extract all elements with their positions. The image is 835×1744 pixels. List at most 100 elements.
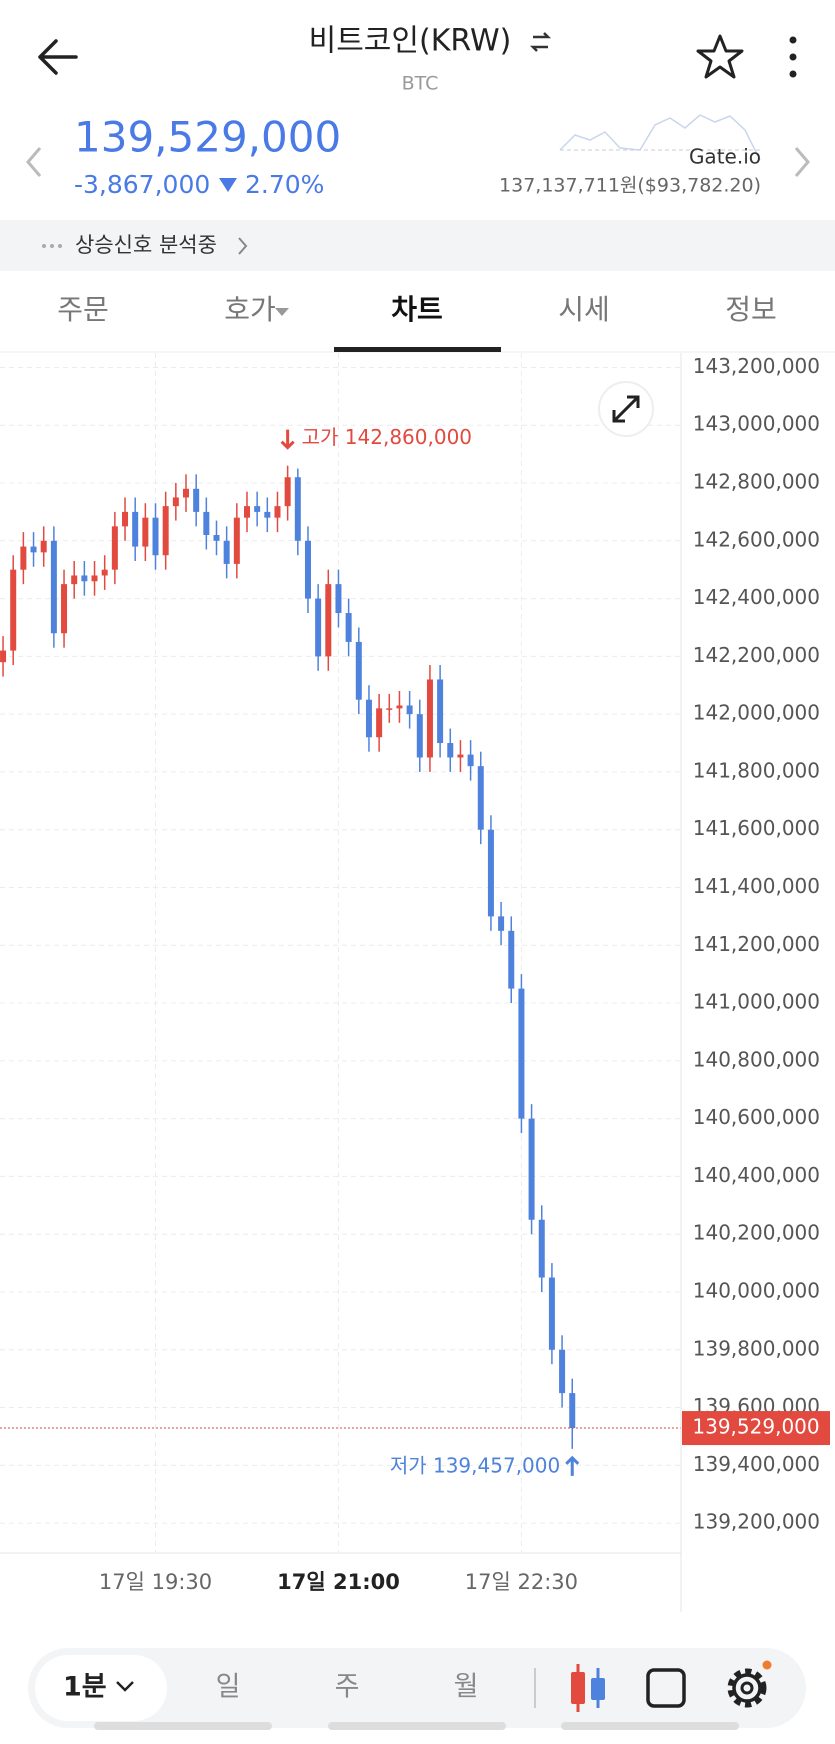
- candle-body: [304, 540, 311, 599]
- candle-body: [335, 584, 342, 614]
- candle-body: [233, 517, 240, 564]
- candle-body: [467, 754, 474, 767]
- dots-icon: [42, 244, 62, 248]
- candle-body: [386, 708, 393, 710]
- candle-body: [487, 829, 494, 917]
- candle-body: [254, 506, 261, 512]
- change: -3,867,000: [74, 170, 210, 199]
- y-tick-label: 142,800,000: [693, 470, 820, 494]
- y-tick-label: 141,800,000: [693, 758, 820, 782]
- candle-body: [457, 754, 464, 758]
- candle-body: [315, 598, 322, 657]
- candle-body: [162, 506, 169, 556]
- y-tick-label: 140,400,000: [693, 1163, 820, 1187]
- candle-body: [101, 569, 108, 576]
- interval-pill[interactable]: [35, 1655, 167, 1721]
- sparkline: [559, 114, 761, 161]
- candle-body: [355, 641, 362, 700]
- candle-body: [508, 930, 515, 989]
- candle-body: [406, 705, 413, 715]
- chart: 139,200,000139,400,000139,600,000139,800…: [0, 353, 830, 1594]
- candle-body: [518, 988, 525, 1119]
- candle-body: [325, 584, 332, 657]
- candle-body: [345, 613, 352, 642]
- next-arrow[interactable]: [794, 147, 810, 177]
- down-icon: [219, 178, 237, 192]
- price: 139,529,000: [74, 113, 341, 162]
- title: 비트코인(KRW): [309, 24, 512, 59]
- candle-body: [183, 488, 190, 498]
- tab-underline: [334, 347, 501, 352]
- tab[interactable]: 정보: [725, 293, 777, 326]
- swap-icon[interactable]: [529, 32, 552, 52]
- low-arrow: [565, 1455, 580, 1476]
- candle-body: [203, 511, 210, 536]
- candle-body: [40, 540, 47, 553]
- candle-body: [111, 526, 118, 570]
- candle-body: [437, 679, 444, 744]
- y-tick-label: 142,400,000: [693, 585, 820, 609]
- y-tick-label: 140,600,000: [693, 1105, 820, 1129]
- candle-body: [294, 477, 301, 541]
- candle-body: [193, 488, 200, 512]
- y-tick-label: 139,400,000: [693, 1452, 820, 1476]
- subtitle: BTC: [402, 73, 439, 95]
- low-annotation: 저가 139,457,000: [390, 1453, 560, 1477]
- x-tick-label: 17일 21:00: [277, 1570, 400, 1594]
- candle-body: [0, 650, 7, 663]
- prev-arrow[interactable]: [26, 147, 42, 177]
- high-arrow: [280, 429, 295, 450]
- candle-body: [91, 575, 98, 582]
- y-tick-label: 141,600,000: [693, 816, 820, 840]
- y-tick-label: 142,200,000: [693, 643, 820, 667]
- y-tick-label: 143,200,000: [693, 354, 820, 378]
- candle-body: [274, 506, 281, 518]
- interval-chevron: [116, 1681, 134, 1692]
- tab[interactable]: 시세: [558, 293, 610, 326]
- candle-body: [284, 477, 291, 507]
- x-tick-label: 17일 19:30: [99, 1570, 212, 1594]
- signal-chevron: [238, 237, 248, 255]
- home-indicator: [94, 1722, 739, 1730]
- candle-body: [71, 575, 78, 585]
- candle-body: [569, 1393, 576, 1429]
- drawing-icon[interactable]: [646, 1668, 686, 1708]
- y-tick-label: 141,200,000: [693, 932, 820, 956]
- y-tick-label: 142,000,000: [693, 701, 820, 725]
- interval[interactable]: 1분: [63, 1672, 107, 1703]
- candle-body: [30, 546, 37, 553]
- change-rate: 2.70%: [245, 170, 324, 199]
- tabs: 주문 호가 차트 시세 정보: [57, 293, 777, 326]
- candle-body: [142, 517, 149, 547]
- period[interactable]: 일: [216, 1672, 241, 1703]
- y-tick-label: 139,200,000: [693, 1510, 820, 1534]
- back-button[interactable]: [38, 39, 78, 75]
- period[interactable]: 주: [335, 1672, 360, 1703]
- last-price-tag: [682, 1411, 830, 1446]
- candle-body: [213, 535, 220, 541]
- candle-body: [81, 575, 88, 582]
- candle-body: [426, 679, 433, 758]
- signal-bar[interactable]: [0, 220, 835, 271]
- signal-text: 상승신호 분석중: [75, 233, 217, 257]
- exchange: Gate.io: [689, 145, 761, 169]
- candle-body: [498, 916, 505, 931]
- y-tick-label: 140,200,000: [693, 1221, 820, 1245]
- candle-body: [61, 584, 68, 634]
- candle-body: [559, 1349, 566, 1394]
- candle-body: [50, 540, 57, 634]
- tab[interactable]: 호가: [224, 293, 276, 326]
- y-tick-label: 140,000,000: [693, 1278, 820, 1302]
- settings-icon[interactable]: [727, 1660, 772, 1708]
- candle-body: [122, 511, 129, 527]
- favorite-button[interactable]: [696, 34, 744, 79]
- toolbar: [28, 1648, 806, 1728]
- expand-button[interactable]: [598, 381, 654, 437]
- candle-icon[interactable]: [571, 1664, 605, 1712]
- tab[interactable]: 주문: [57, 293, 109, 326]
- tab[interactable]: 차트: [391, 293, 443, 326]
- candle-body: [264, 511, 271, 518]
- more-button[interactable]: [789, 36, 797, 78]
- period[interactable]: 월: [454, 1672, 479, 1703]
